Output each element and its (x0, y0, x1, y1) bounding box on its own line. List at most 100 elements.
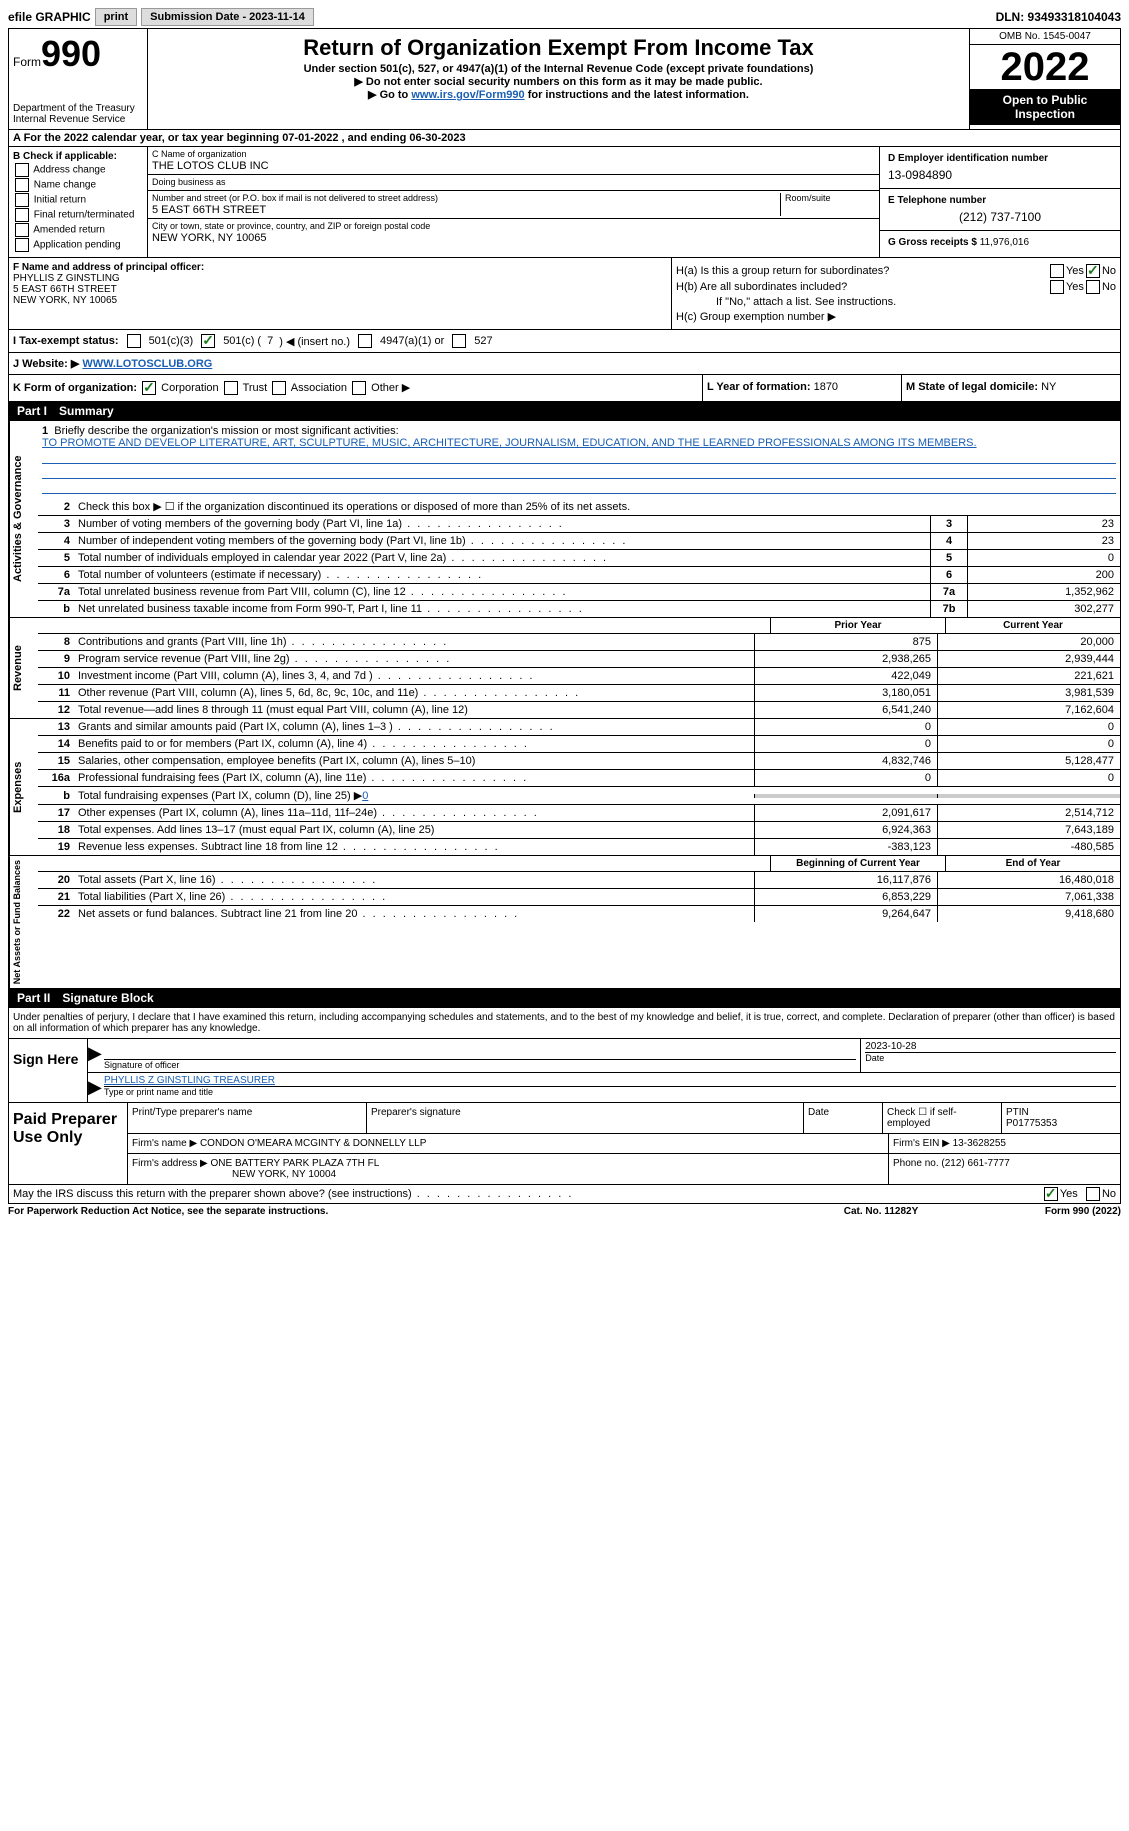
line2-text: Check this box ▶ ☐ if the organization d… (74, 498, 1120, 515)
l18-cy: 7,643,189 (937, 822, 1120, 838)
part2-num: Part II (17, 991, 50, 1005)
cb-address-change[interactable] (15, 163, 29, 177)
sig-arrow-icon-2: ▶ (88, 1073, 100, 1102)
l13-cy: 0 (937, 719, 1120, 735)
cb-other[interactable] (352, 381, 366, 395)
l9-py: 2,938,265 (754, 651, 937, 667)
firm-ein-label: Firm's EIN ▶ (893, 1138, 950, 1149)
dln-label: DLN: 93493318104043 (996, 10, 1121, 24)
l3-val: 23 (967, 516, 1120, 532)
year-formation: 1870 (814, 381, 838, 393)
l22-cy: 9,418,680 (937, 906, 1120, 922)
l8-py: 875 (754, 634, 937, 650)
discuss-question: May the IRS discuss this return with the… (13, 1188, 1042, 1200)
part1-header: Part I Summary (8, 402, 1121, 421)
irs-link[interactable]: www.irs.gov/Form990 (411, 89, 524, 101)
ha-yes-cb[interactable] (1050, 264, 1064, 278)
l12-py: 6,541,240 (754, 702, 937, 718)
row-i-status: I Tax-exempt status: 501(c)(3) 501(c) (7… (8, 330, 1121, 353)
cb-assoc[interactable] (272, 381, 286, 395)
org-name-label: C Name of organization (152, 149, 247, 159)
gross-value: 11,976,016 (980, 237, 1029, 248)
officer-addr2: NEW YORK, NY 10065 (13, 295, 117, 306)
l11-py: 3,180,051 (754, 685, 937, 701)
discuss-no-cb[interactable] (1086, 1187, 1100, 1201)
l9-cy: 2,939,444 (937, 651, 1120, 667)
phone-label: E Telephone number (888, 195, 986, 206)
ein-label: D Employer identification number (888, 153, 1048, 164)
submission-date-button[interactable]: Submission Date - 2023-11-14 (141, 8, 314, 26)
hdr-prior-year: Prior Year (770, 618, 945, 633)
cb-final-return[interactable] (15, 208, 29, 222)
sig-date-label: Date (865, 1052, 1116, 1063)
domicile-value: NY (1041, 381, 1056, 393)
l16b-cy-gray (937, 794, 1120, 798)
ha-no-cb[interactable] (1086, 264, 1100, 278)
l21-cy: 7,061,338 (937, 889, 1120, 905)
room-label: Room/suite (785, 193, 831, 203)
hdr-boy: Beginning of Current Year (770, 856, 945, 871)
l17-cy: 2,514,712 (937, 805, 1120, 821)
l3-text: Number of voting members of the governin… (74, 516, 930, 532)
hb-no-cb[interactable] (1086, 280, 1100, 294)
form-title: Return of Organization Exempt From Incom… (156, 35, 961, 61)
part2-header: Part II Signature Block (8, 989, 1121, 1008)
page-footer: For Paperwork Reduction Act Notice, see … (8, 1204, 1121, 1219)
sig-officer-label: Signature of officer (104, 1059, 856, 1070)
firm-name-label: Firm's name ▶ (132, 1138, 197, 1149)
officer-addr1: 5 EAST 66TH STREET (13, 284, 117, 295)
col-h-group: H(a) Is this a group return for subordin… (671, 258, 1120, 329)
l8-cy: 20,000 (937, 634, 1120, 650)
firm-addr-label: Firm's address ▶ (132, 1158, 208, 1169)
cb-corp[interactable] (142, 381, 156, 395)
header-right: OMB No. 1545-0047 2022 Open to Public In… (969, 29, 1120, 129)
col-c-org: C Name of organization THE LOTOS CLUB IN… (148, 147, 879, 257)
cb-name-change[interactable] (15, 178, 29, 192)
firm-name: CONDON O'MEARA MCGINTY & DONNELLY LLP (200, 1138, 426, 1149)
l15-py: 4,832,746 (754, 753, 937, 769)
addr-value: 5 EAST 66TH STREET (152, 204, 266, 216)
l12-cy: 7,162,604 (937, 702, 1120, 718)
l10-cy: 221,621 (937, 668, 1120, 684)
firm-addr2: NEW YORK, NY 10004 (132, 1169, 336, 1180)
l21-py: 6,853,229 (754, 889, 937, 905)
cb-app-pending[interactable] (15, 238, 29, 252)
l20-py: 16,117,876 (754, 872, 937, 888)
cb-4947[interactable] (358, 334, 372, 348)
l13-py: 0 (754, 719, 937, 735)
side-rev: Revenue (9, 618, 38, 718)
discuss-yes-cb[interactable] (1044, 1187, 1058, 1201)
website-link[interactable]: WWW.LOTOSCLUB.ORG (82, 358, 212, 370)
tax-year: 2022 (970, 45, 1120, 89)
l17-py: 2,091,617 (754, 805, 937, 821)
col-de: D Employer identification number 13-0984… (879, 147, 1120, 257)
print-button[interactable]: print (95, 8, 137, 26)
l5-val: 0 (967, 550, 1120, 566)
signer-name: PHYLLIS Z GINSTLING TREASURER (104, 1075, 1116, 1086)
discuss-row: May the IRS discuss this return with the… (8, 1185, 1121, 1204)
cb-trust[interactable] (224, 381, 238, 395)
prep-sig-label: Preparer's signature (371, 1107, 461, 1118)
mission-q: Briefly describe the organization's miss… (54, 425, 398, 437)
l19-cy: -480,585 (937, 839, 1120, 855)
cb-501c3[interactable] (127, 334, 141, 348)
open-to-public: Open to Public Inspection (970, 89, 1120, 125)
dept-label: Department of the Treasury Internal Reve… (13, 103, 143, 125)
cb-initial-return[interactable] (15, 193, 29, 207)
l14-cy: 0 (937, 736, 1120, 752)
header-mid: Return of Organization Exempt From Incom… (148, 29, 969, 129)
cb-amended[interactable] (15, 223, 29, 237)
l6-text: Total number of volunteers (estimate if … (74, 567, 930, 583)
cb-501c[interactable] (201, 334, 215, 348)
side-ag: Activities & Governance (9, 421, 38, 617)
form-number: 990 (41, 33, 101, 74)
status-label: I Tax-exempt status: (13, 335, 119, 347)
l4-text: Number of independent voting members of … (74, 533, 930, 549)
revenue-section: Revenue Prior Year Current Year 8Contrib… (8, 618, 1121, 719)
hb-yes-cb[interactable] (1050, 280, 1064, 294)
sign-here-block: Sign Here ▶ Signature of officer 2023-10… (8, 1039, 1121, 1103)
sig-date: 2023-10-28 (865, 1041, 1116, 1052)
note-goto-b: for instructions and the latest informat… (525, 89, 749, 101)
cb-527[interactable] (452, 334, 466, 348)
part1-num: Part I (17, 404, 47, 418)
